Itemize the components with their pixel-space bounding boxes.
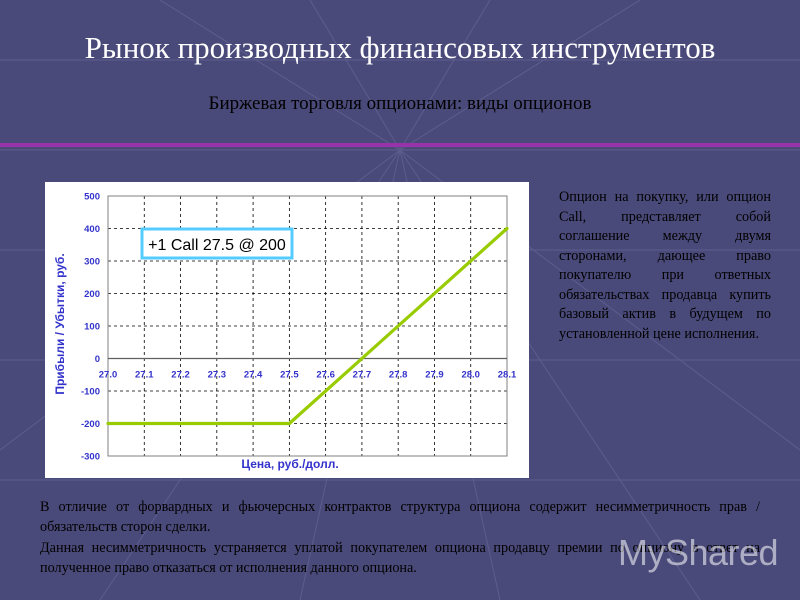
x-tick-label: 27.6 [316, 370, 335, 381]
y-tick-label: 500 [84, 192, 100, 203]
plot-border [107, 195, 508, 457]
title-divider [0, 143, 800, 147]
y-axis-label: Прибыли / Убытки, руб. [53, 253, 67, 394]
bottom-text: В отличие от форвардных и фьючерсных кон… [40, 498, 760, 580]
y-tick-label: 200 [84, 289, 100, 300]
axes [107, 195, 508, 457]
y-tick-label: 0 [95, 354, 100, 365]
paragraph-asymmetry: В отличие от форвардных и фьючерсных кон… [40, 499, 760, 535]
watermark-logo: MyShared [618, 532, 779, 573]
chart-container: 27.0 27.1 27.2 27.3 27.4 27.5 27.6 27.7 27.8 27.9… [45, 182, 529, 478]
y-tick-label: -100 [81, 387, 100, 398]
x-tick-label: 27.0 [99, 370, 118, 381]
annotation-box: +1 Call 27.5 @ 200 [140, 227, 294, 260]
call-option-description: Опцион на покупку, или опцион Call, пред… [559, 189, 771, 342]
x-tick-label: 28.1 [498, 370, 517, 381]
series-lines [106, 226, 509, 426]
x-tick-label: 28.0 [461, 370, 480, 381]
y-tick-label: 300 [84, 257, 100, 268]
option-payoff-chart: 27.0 27.1 27.2 27.3 27.4 27.5 27.6 27.7 27.8 27.9… [53, 192, 517, 472]
annotation-label: +1 Call 27.5 @ 200 [148, 237, 286, 254]
x-tick-label: 27.5 [280, 370, 299, 381]
data-point [106, 421, 110, 426]
x-axis-label: Цена, руб./долл. [241, 457, 338, 471]
x-tick-label: 27.2 [171, 370, 190, 381]
x-tick-label: 27.8 [389, 370, 408, 381]
x-tick-label: 27.4 [244, 370, 263, 381]
data-point [287, 421, 291, 426]
x-tick-label: 27.1 [135, 370, 154, 381]
y-tick-label: 100 [84, 322, 100, 333]
x-tick-label: 27.7 [353, 370, 372, 381]
y-tick-label: -300 [81, 452, 100, 463]
y-tick-label: -200 [81, 419, 100, 430]
paragraph-premium: Данная несимметричность устраняется упла… [40, 540, 760, 576]
x-tick-label: 27.9 [425, 370, 444, 381]
slide-title: Рынок производных финансовых инструменто… [84, 30, 716, 65]
slide-subtitle: Биржевая торговля опционами: виды опцион… [208, 93, 592, 114]
data-point [505, 226, 509, 231]
y-tick-label: 400 [84, 224, 100, 235]
x-tick-label: 27.3 [208, 370, 227, 381]
tick-labels: 27.0 27.1 27.2 27.3 27.4 27.5 27.6 27.7 27.8 27.9… [81, 192, 517, 463]
